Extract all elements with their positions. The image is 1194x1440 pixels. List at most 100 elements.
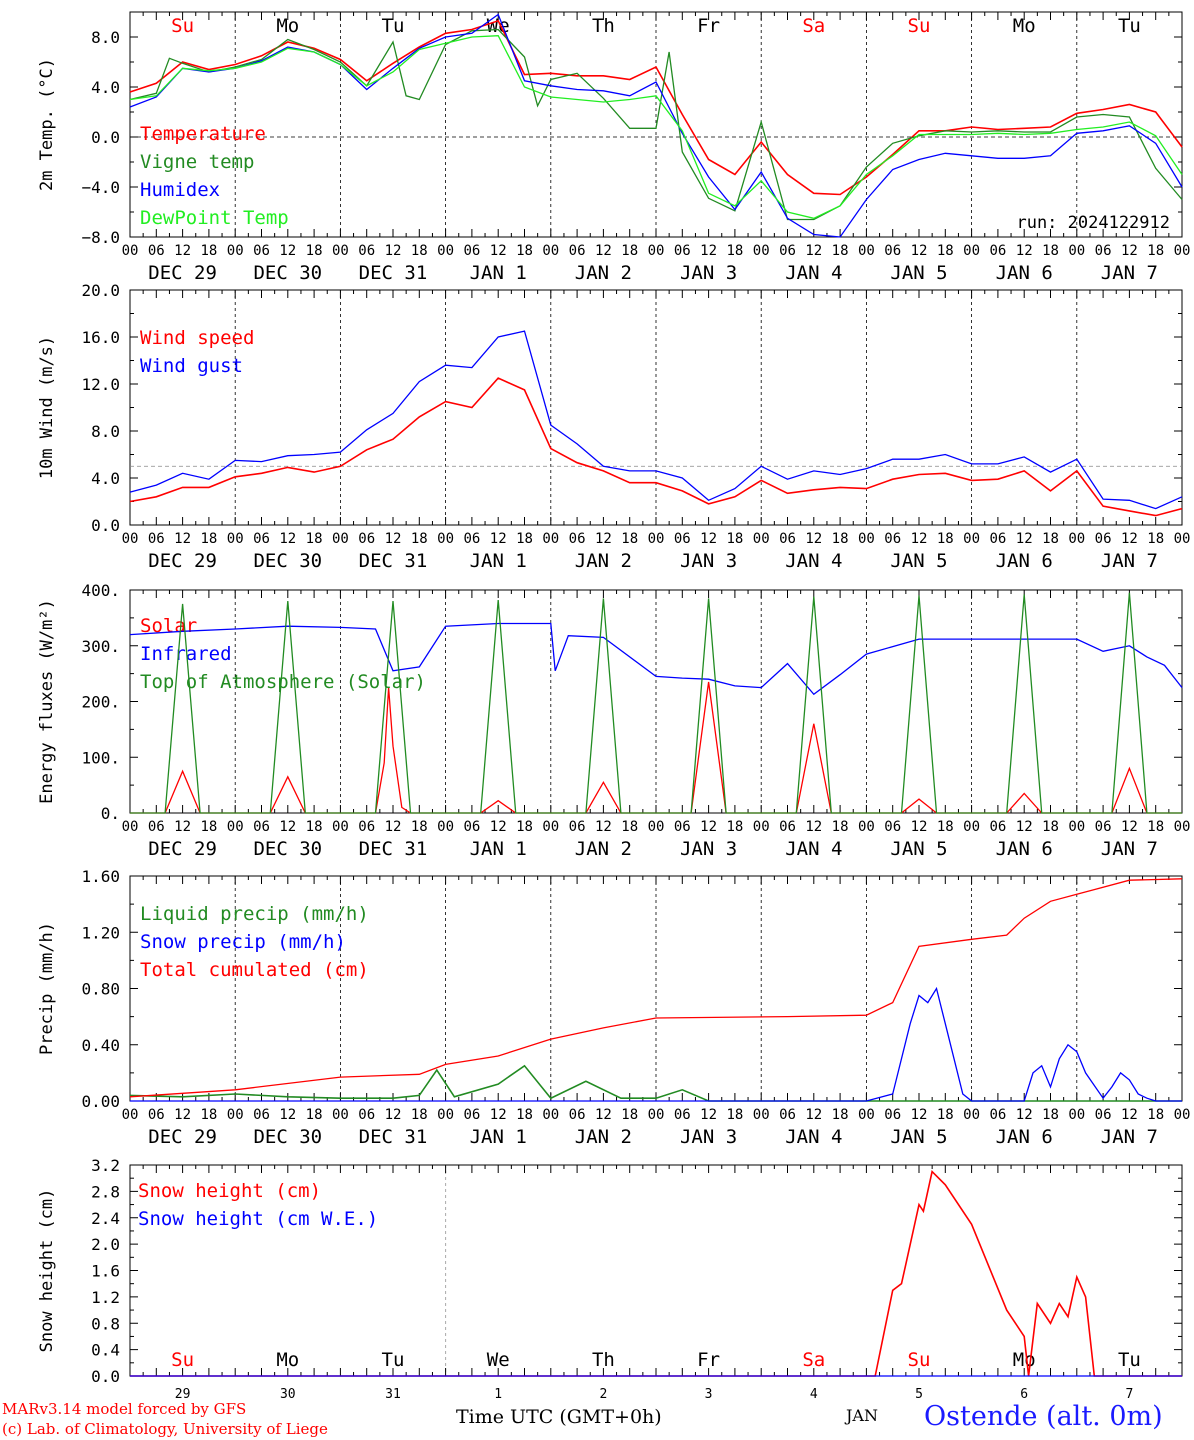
hour-tick-label: 00 [858, 243, 875, 259]
hour-tick-label: 06 [674, 531, 691, 547]
hour-tick-label: 00 [963, 819, 980, 835]
legend-entry: Top of Atmosphere (Solar) [140, 671, 426, 693]
date-label: JAN 3 [680, 1126, 737, 1148]
hour-tick-label: 18 [411, 243, 428, 259]
hour-tick-label: 18 [726, 819, 743, 835]
hour-tick-label: 06 [253, 1107, 270, 1123]
hour-tick-label: 06 [253, 243, 270, 259]
hour-tick-label: 18 [200, 1107, 217, 1123]
hour-tick-label: 06 [569, 531, 586, 547]
day-number-label: 3 [705, 1387, 713, 1402]
hour-tick-label: 18 [1042, 531, 1059, 547]
hour-tick-label: 00 [122, 1107, 139, 1123]
date-label: JAN 1 [470, 550, 527, 572]
hour-tick-label: 06 [463, 819, 480, 835]
hour-tick-label: 12 [385, 819, 402, 835]
y-tick-label: 0.0 [91, 1367, 120, 1386]
hour-tick-label: 12 [1016, 1107, 1033, 1123]
y-tick-label: 1.60 [81, 867, 120, 886]
hour-tick-label: 12 [1016, 531, 1033, 547]
hour-tick-label: 18 [937, 243, 954, 259]
hour-tick-label: 18 [306, 243, 323, 259]
y-tick-label: −8.0 [81, 228, 120, 247]
hour-tick-label: 12 [1121, 243, 1138, 259]
legend-entry: DewPoint Temp [140, 207, 289, 229]
hour-tick-label: 18 [621, 243, 638, 259]
hour-tick-label: 12 [911, 243, 928, 259]
day-name-label: Tu [382, 15, 405, 37]
hour-tick-label: 12 [385, 243, 402, 259]
series-line [130, 592, 1182, 814]
hour-tick-label: 00 [542, 819, 559, 835]
day-name-label: Tu [1118, 1349, 1141, 1371]
hour-tick-label: 12 [911, 531, 928, 547]
date-label: JAN 6 [996, 550, 1053, 572]
date-label: JAN 2 [575, 550, 632, 572]
y-tick-label: 3.2 [91, 1156, 120, 1175]
y-tick-label: 4.0 [91, 78, 120, 97]
date-label: JAN 7 [1101, 262, 1158, 284]
hour-tick-label: 00 [1174, 531, 1191, 547]
hour-tick-label: 06 [358, 531, 375, 547]
series-line [129, 28, 1183, 221]
y-tick-label: −4.0 [81, 178, 120, 197]
hour-tick-label: 00 [122, 531, 139, 547]
hour-tick-label: 18 [1042, 819, 1059, 835]
hour-tick-label: 12 [911, 819, 928, 835]
day-name-label: We [487, 1349, 510, 1371]
hour-tick-label: 12 [805, 819, 822, 835]
legend-entry: Total cumulated (cm) [140, 959, 369, 981]
y-tick-label: 400. [81, 581, 120, 600]
hour-tick-label: 06 [1095, 1107, 1112, 1123]
day-name-label: Mo [276, 1349, 299, 1371]
date-label: DEC 29 [148, 550, 217, 572]
y-axis-label: Snow height (cm) [37, 1189, 57, 1353]
hour-tick-label: 18 [832, 531, 849, 547]
series-line [129, 35, 1183, 219]
hour-tick-label: 00 [963, 531, 980, 547]
lab-credit: (c) Lab. of Climatology, University of L… [2, 1420, 328, 1438]
legend-entry: Wind speed [140, 327, 254, 349]
date-label: DEC 31 [359, 1126, 428, 1148]
hour-tick-label: 18 [726, 1107, 743, 1123]
panel-2: 0.0 4.0 8.0 12.0 16.0 20.0 10m Wind (m/s) 00 06 1… [37, 281, 1190, 572]
hour-tick-label: 18 [1147, 531, 1164, 547]
hour-tick-label: 12 [1121, 531, 1138, 547]
hour-tick-label: 00 [858, 1107, 875, 1123]
hour-tick-label: 00 [753, 531, 770, 547]
month-label: JAN [846, 1406, 878, 1425]
date-label: DEC 29 [148, 838, 217, 860]
hour-tick-label: 00 [437, 1107, 454, 1123]
hour-tick-label: 18 [726, 531, 743, 547]
date-label: JAN 6 [996, 262, 1053, 284]
hour-tick-label: 00 [648, 1107, 665, 1123]
hour-tick-label: 06 [463, 243, 480, 259]
station-name: Ostende (alt. 0m) [924, 1401, 1163, 1432]
y-tick-label: 0.0 [91, 516, 120, 535]
day-name-label: Sa [802, 1349, 825, 1371]
hour-tick-label: 06 [674, 819, 691, 835]
hour-tick-label: 12 [1121, 1107, 1138, 1123]
hour-tick-label: 06 [569, 819, 586, 835]
series-line [130, 986, 1182, 1102]
legend-entry: Snow height (cm) [138, 1180, 321, 1202]
hour-tick-label: 00 [648, 819, 665, 835]
hour-tick-label: 12 [490, 1107, 507, 1123]
legend-entry: Liquid precip (mm/h) [140, 903, 369, 925]
y-tick-label: 12.0 [81, 375, 120, 394]
hour-tick-label: 18 [200, 531, 217, 547]
model-credit: MARv3.14 model forced by GFS [2, 1400, 247, 1418]
hour-tick-label: 00 [542, 243, 559, 259]
y-tick-label: 4.0 [91, 469, 120, 488]
day-number-label: 31 [385, 1387, 401, 1402]
hour-tick-label: 18 [832, 243, 849, 259]
y-tick-label: 0.40 [81, 1036, 120, 1055]
hour-tick-label: 00 [858, 531, 875, 547]
hour-tick-label: 06 [884, 531, 901, 547]
hour-tick-label: 00 [753, 819, 770, 835]
hour-tick-label: 12 [490, 819, 507, 835]
legend-entry: Humidex [140, 179, 220, 201]
day-number-label: 4 [810, 1387, 818, 1402]
hour-tick-label: 18 [1042, 1107, 1059, 1123]
y-tick-label: 16.0 [81, 328, 120, 347]
